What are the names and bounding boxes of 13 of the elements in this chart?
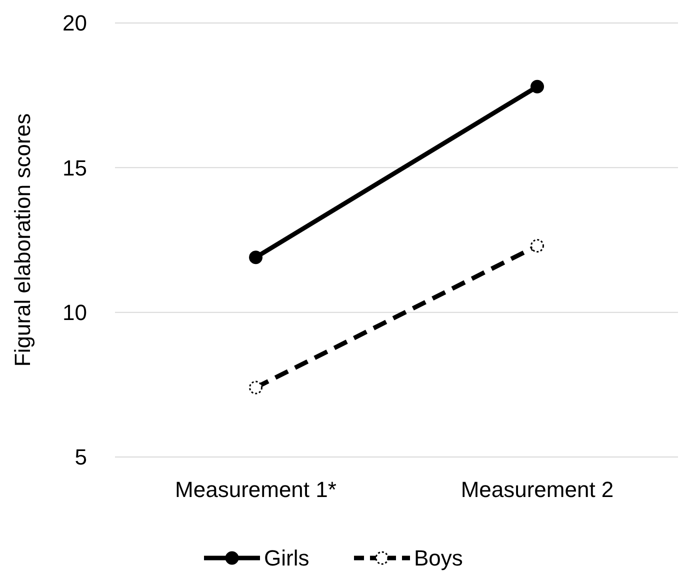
point xyxy=(530,239,544,253)
point xyxy=(530,80,544,94)
y-tick-label: 5 xyxy=(74,444,87,470)
y-tick-label: 20 xyxy=(62,10,87,36)
y-axis-title: Figural elaboration scores xyxy=(10,113,35,367)
legend-label: Boys xyxy=(414,546,463,571)
y-tick-label: 10 xyxy=(62,300,87,326)
y-tick-label: 15 xyxy=(62,155,87,180)
point xyxy=(249,380,262,394)
x-tick-label: Measurement 2 xyxy=(460,477,614,502)
point xyxy=(249,250,262,264)
legend-label: Girls xyxy=(264,546,310,571)
x-tick-label: Measurement 1* xyxy=(175,477,337,502)
